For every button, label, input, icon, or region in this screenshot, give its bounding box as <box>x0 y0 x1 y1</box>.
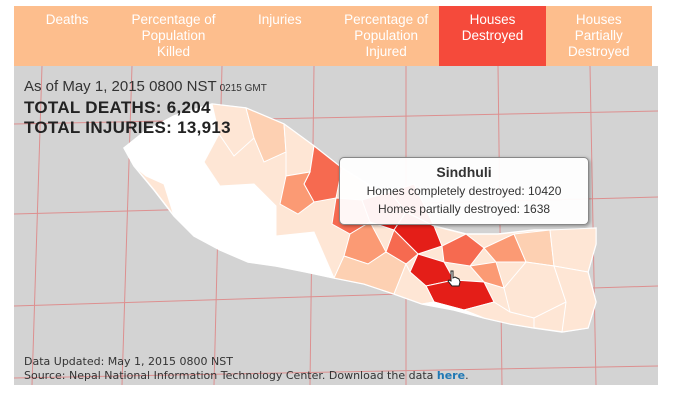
source-trailing: . <box>465 369 469 382</box>
data-source: Source: Nepal National Information Techn… <box>24 369 469 383</box>
district-tooltip: Sindhuli Homes completely destroyed: 104… <box>339 157 589 225</box>
district-dolakha[interactable] <box>441 233 485 267</box>
tab-percentage-injured[interactable]: Percentage of Population Injured <box>344 12 429 59</box>
district-lamjung[interactable] <box>279 171 315 215</box>
download-data-link[interactable]: here <box>436 369 466 382</box>
tooltip-completely-destroyed: Homes completely destroyed: 10420 <box>366 184 562 198</box>
district-terai-e[interactable] <box>462 301 535 329</box>
tooltip-district-name: Sindhuli <box>436 164 492 180</box>
district-west-a[interactable] <box>245 107 287 163</box>
district-east-b[interactable] <box>549 227 597 273</box>
tab-houses-partially-destroyed[interactable]: Houses Partially Destroyed <box>568 12 630 59</box>
tab-injuries[interactable]: Injuries <box>258 12 302 27</box>
hand-pointer-icon <box>447 270 461 287</box>
tab-deaths[interactable]: Deaths <box>45 12 89 27</box>
district-terai-d[interactable] <box>421 301 485 319</box>
choropleth-map[interactable]: As of May 1, 2015 0800 NST 0215 GMT TOTAL… <box>14 66 658 385</box>
source-text: Source: Nepal National Information Techn… <box>24 369 437 382</box>
district-east-d[interactable] <box>553 265 597 333</box>
as-of-gmt: 0215 GMT <box>219 83 267 94</box>
map-footer: Data Updated: May 1, 2015 0800 NST Sourc… <box>24 355 469 383</box>
graticule <box>14 66 658 385</box>
map-layer-tabs: Deaths Percentage of Population Killed I… <box>14 6 652 66</box>
tab-houses-destroyed[interactable]: Houses Destroyed <box>439 6 546 66</box>
district-terai-a[interactable] <box>275 231 335 279</box>
tooltip-partially-destroyed: Homes partially destroyed: 1638 <box>377 202 551 216</box>
totals-block: TOTAL DEATHS: 6,204 TOTAL INJURIES: 13,9… <box>24 98 231 138</box>
as-of-text: As of May 1, 2015 0800 NST 0215 GMT <box>24 78 267 95</box>
total-injuries: TOTAL INJURIES: 13,913 <box>24 118 231 137</box>
as-of-date: As of May 1, 2015 0800 NST <box>24 78 217 95</box>
tab-percentage-killed[interactable]: Percentage of Population Killed <box>131 12 216 59</box>
district-mid-west-b[interactable] <box>211 103 255 157</box>
district-west-south[interactable] <box>163 161 221 251</box>
total-deaths: TOTAL DEATHS: 6,204 <box>24 98 211 117</box>
district-west-b[interactable] <box>283 122 315 177</box>
data-updated: Data Updated: May 1, 2015 0800 NST <box>24 355 233 368</box>
